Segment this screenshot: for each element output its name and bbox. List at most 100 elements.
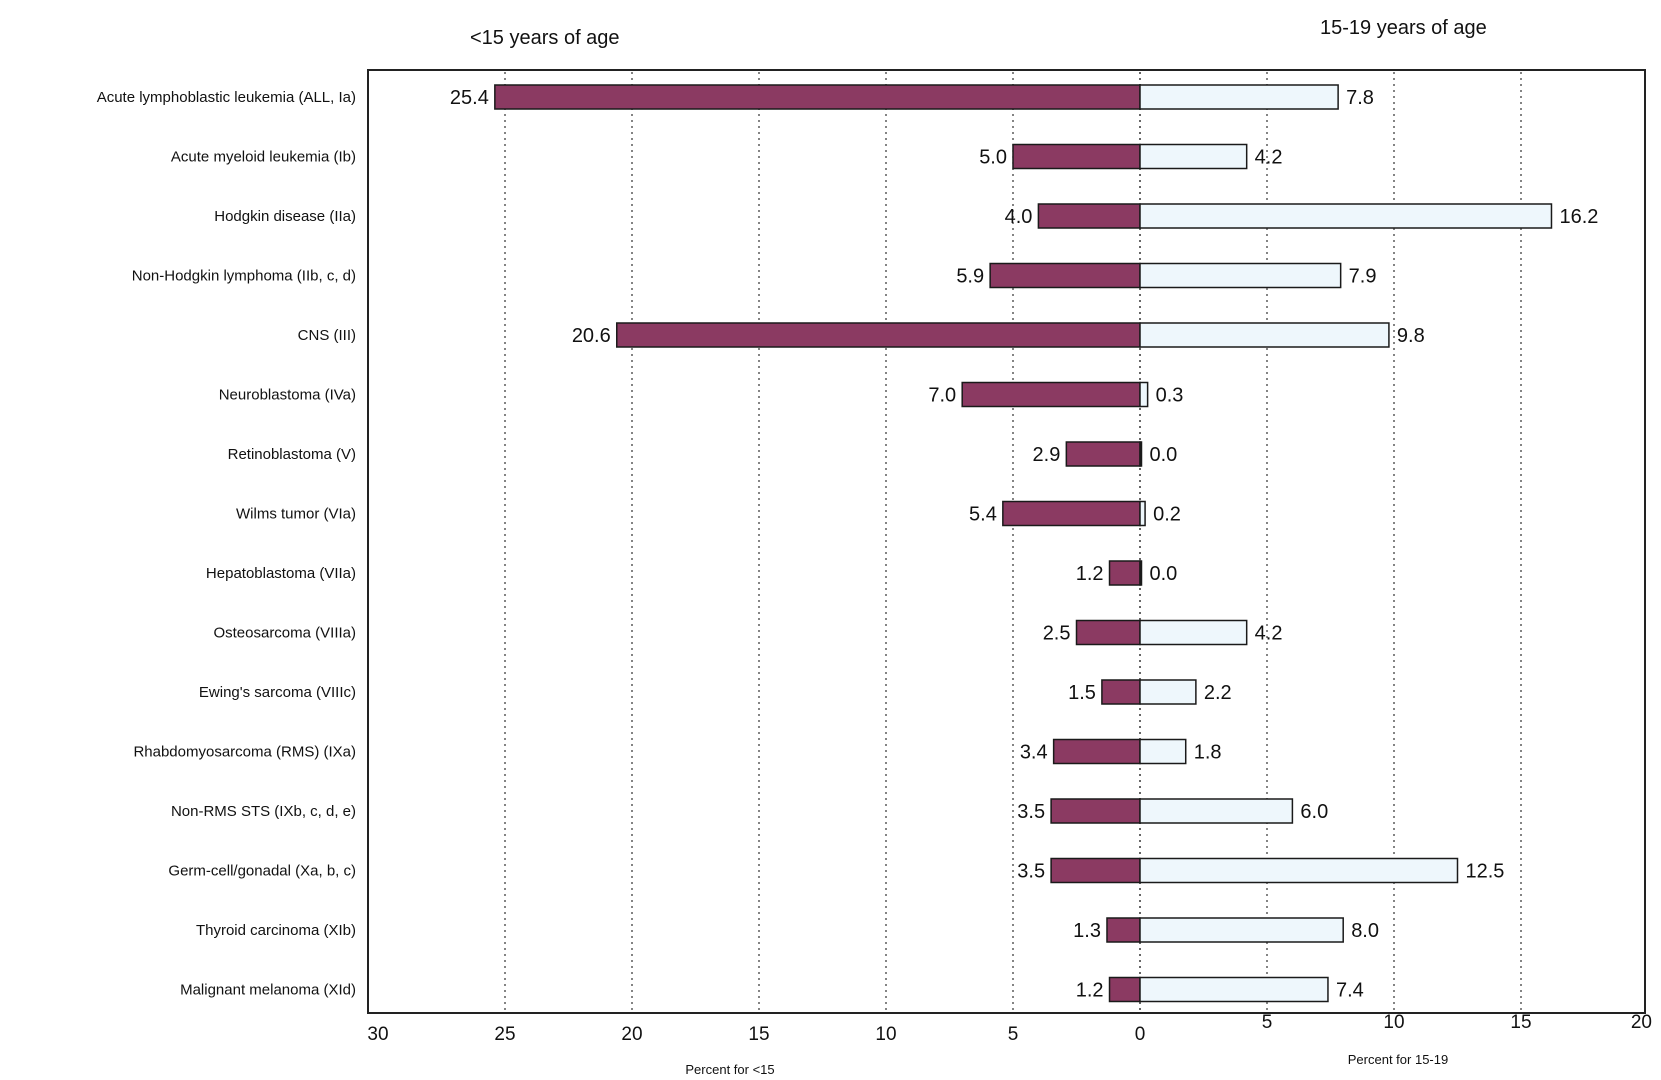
bar-under15-malignant-melanoma-xid [1108, 976, 1141, 1003]
value-label-15to19-osteosarcoma-viiia: 4.2 [1255, 623, 1283, 645]
category-label-non-hodgkin-lymphoma-iib-c-d: Non-Hodgkin lymphoma (IIb, c, d) [132, 268, 356, 285]
value-label-under15-ewing-s-sarcoma-viiic: 1.5 [1068, 682, 1096, 704]
value-label-15to19-germ-cell-gonadal-xa-b-c: 12.5 [1466, 861, 1505, 883]
bar-under15-non-rms-sts-ixb-c-d-e [1050, 798, 1141, 824]
category-label-neuroblastoma-iva: Neuroblastoma (IVa) [219, 387, 356, 404]
tick-left-25: 25 [494, 1024, 515, 1045]
value-label-under15-osteosarcoma-viiia: 2.5 [1043, 623, 1071, 645]
value-label-under15-retinoblastoma-v: 2.9 [1033, 444, 1061, 466]
bar-15to19-germ-cell-gonadal-xa-b-c [1139, 857, 1459, 884]
value-label-15to19-hepatoblastoma-viia: 0.0 [1150, 563, 1178, 585]
bar-under15-non-hodgkin-lymphoma-iib-c-d [989, 262, 1141, 289]
category-label-osteosarcoma-viiia: Osteosarcoma (VIIIa) [213, 625, 356, 642]
tick-left-30: 30 [367, 1024, 388, 1045]
value-label-15to19-retinoblastoma-v: 0.0 [1150, 444, 1178, 466]
value-label-under15-malignant-melanoma-xid: 1.2 [1076, 980, 1104, 1002]
bar-under15-neuroblastoma-iva [961, 381, 1141, 408]
value-label-under15-germ-cell-gonadal-xa-b-c: 3.5 [1017, 861, 1045, 883]
value-label-under15-non-rms-sts-ixb-c-d-e: 3.5 [1017, 801, 1045, 823]
tick-right-20: 20 [1631, 1012, 1652, 1033]
left-heading: <15 years of age [470, 27, 620, 49]
bar-under15-hodgkin-disease-iia [1037, 203, 1141, 229]
value-label-under15-hepatoblastoma-viia: 1.2 [1076, 563, 1104, 585]
left-axis-label: Percent for <15 [685, 1062, 774, 1077]
value-label-15to19-malignant-melanoma-xid: 7.4 [1336, 980, 1364, 1002]
right-axis-label: Percent for 15-19 [1348, 1052, 1448, 1067]
value-label-15to19-neuroblastoma-iva: 0.3 [1156, 385, 1184, 407]
value-label-15to19-acute-myeloid-leukemia-ib: 4.2 [1255, 147, 1283, 169]
bar-under15-acute-myeloid-leukemia-ib [1012, 143, 1141, 170]
category-label-thyroid-carcinoma-xib: Thyroid carcinoma (XIb) [196, 922, 356, 939]
bar-under15-acute-lymphoblastic-leukemia-all-ia [494, 84, 1141, 110]
bar-under15-cns-iii [616, 322, 1141, 348]
plot-frame [367, 69, 1646, 1014]
bar-under15-rhabdomyosarcoma-rms-ixa [1052, 738, 1141, 765]
value-label-under15-acute-myeloid-leukemia-ib: 5.0 [979, 147, 1007, 169]
value-label-15to19-wilms-tumor-via: 0.2 [1153, 504, 1181, 526]
category-label-rhabdomyosarcoma-rms-ixa: Rhabdomyosarcoma (RMS) (IXa) [133, 744, 356, 761]
value-label-under15-neuroblastoma-iva: 7.0 [928, 385, 956, 407]
tick-left-15: 15 [748, 1024, 769, 1045]
value-label-under15-rhabdomyosarcoma-rms-ixa: 3.4 [1020, 742, 1048, 764]
value-label-under15-non-hodgkin-lymphoma-iib-c-d: 5.9 [956, 266, 984, 288]
category-label-retinoblastoma-v: Retinoblastoma (V) [228, 446, 356, 463]
tick-right-15: 15 [1510, 1012, 1531, 1033]
bar-15to19-non-hodgkin-lymphoma-iib-c-d [1139, 262, 1342, 289]
bar-under15-hepatoblastoma-viia [1108, 560, 1141, 586]
bar-15to19-hepatoblastoma-viia [1139, 560, 1143, 586]
value-label-under15-acute-lymphoblastic-leukemia-all-ia: 25.4 [450, 87, 489, 109]
category-label-germ-cell-gonadal-xa-b-c: Germ-cell/gonadal (Xa, b, c) [168, 863, 356, 880]
category-labels: Acute lymphoblastic leukemia (ALL, Ia) Ac… [97, 89, 356, 999]
tick-right-5: 5 [1262, 1012, 1273, 1033]
bar-under15-wilms-tumor-via [1002, 500, 1141, 527]
value-label-15to19-non-rms-sts-ixb-c-d-e: 6.0 [1300, 801, 1328, 823]
bar-15to19-malignant-melanoma-xid [1139, 976, 1329, 1003]
bar-15to19-neuroblastoma-iva [1139, 381, 1149, 408]
value-label-15to19-ewing-s-sarcoma-viiic: 2.2 [1204, 682, 1232, 704]
bar-15to19-thyroid-carcinoma-xib [1139, 917, 1344, 943]
value-label-under15-cns-iii: 20.6 [572, 325, 611, 347]
value-label-under15-wilms-tumor-via: 5.4 [969, 504, 997, 526]
bar-15to19-non-rms-sts-ixb-c-d-e [1139, 798, 1294, 824]
category-label-hodgkin-disease-iia: Hodgkin disease (IIa) [214, 208, 356, 225]
bar-under15-ewing-s-sarcoma-viiic [1101, 679, 1141, 705]
value-labels: 25.4 7.8 5.0 4.2 4.0 16.2 5.9 7.9 20.6 9.8 7.0 0.3 2… [450, 87, 1599, 1002]
category-label-acute-lymphoblastic-leukemia-all-ia: Acute lymphoblastic leukemia (ALL, Ia) [97, 89, 356, 106]
category-label-non-rms-sts-ixb-c-d-e: Non-RMS STS (IXb, c, d, e) [171, 803, 356, 820]
value-label-15to19-rhabdomyosarcoma-rms-ixa: 1.8 [1194, 742, 1222, 764]
bar-15to19-rhabdomyosarcoma-rms-ixa [1139, 738, 1187, 765]
bar-15to19-hodgkin-disease-iia [1139, 203, 1553, 229]
value-label-15to19-thyroid-carcinoma-xib: 8.0 [1351, 920, 1379, 942]
bar-under15-osteosarcoma-viiia [1075, 619, 1141, 646]
value-label-15to19-cns-iii: 9.8 [1397, 325, 1425, 347]
tick-right-10: 10 [1383, 1012, 1404, 1033]
bar-15to19-acute-lymphoblastic-leukemia-all-ia [1139, 84, 1339, 110]
category-label-cns-iii: CNS (III) [298, 327, 356, 344]
category-label-acute-myeloid-leukemia-ib: Acute myeloid leukemia (Ib) [171, 149, 356, 166]
bar-under15-retinoblastoma-v [1065, 441, 1141, 467]
tick-left-10: 10 [875, 1024, 896, 1045]
bar-15to19-osteosarcoma-viiia [1139, 619, 1248, 646]
bar-15to19-cns-iii [1139, 322, 1390, 348]
value-label-under15-thyroid-carcinoma-xib: 1.3 [1073, 920, 1101, 942]
bar-under15-thyroid-carcinoma-xib [1106, 917, 1141, 943]
value-label-15to19-acute-lymphoblastic-leukemia-all-ia: 7.8 [1346, 87, 1374, 109]
bars [494, 84, 1553, 1003]
bar-15to19-wilms-tumor-via [1139, 500, 1146, 527]
tick-left-0: 0 [1135, 1024, 1146, 1045]
category-label-hepatoblastoma-viia: Hepatoblastoma (VIIa) [206, 565, 356, 582]
axis-ticks: 30 25 20 15 10 5 0 5 10 15 20 [367, 1012, 1652, 1045]
value-label-15to19-hodgkin-disease-iia: 16.2 [1559, 206, 1598, 228]
value-label-15to19-non-hodgkin-lymphoma-iib-c-d: 7.9 [1349, 266, 1377, 288]
value-label-under15-hodgkin-disease-iia: 4.0 [1005, 206, 1033, 228]
right-heading: 15-19 years of age [1320, 17, 1487, 39]
category-label-ewing-s-sarcoma-viiic: Ewing's sarcoma (VIIIc) [199, 684, 356, 701]
category-label-wilms-tumor-via: Wilms tumor (VIa) [236, 506, 356, 523]
bar-15to19-acute-myeloid-leukemia-ib [1139, 143, 1248, 170]
tick-left-5: 5 [1008, 1024, 1019, 1045]
category-label-malignant-melanoma-xid: Malignant melanoma (XId) [180, 982, 356, 999]
bar-under15-germ-cell-gonadal-xa-b-c [1050, 857, 1141, 884]
bar-15to19-retinoblastoma-v [1139, 441, 1143, 467]
tick-left-20: 20 [621, 1024, 642, 1045]
